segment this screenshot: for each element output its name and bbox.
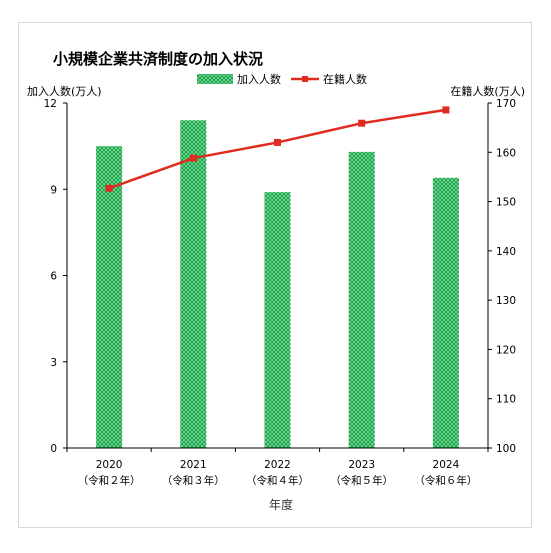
bars-layer <box>96 120 459 448</box>
bar-2021 <box>180 120 207 448</box>
chart-frame: 小規模企業共済制度の加入状況 加入人数 在籍人数 加入人数(万人) 在籍人数(万… <box>18 22 532 528</box>
line-point-2023 <box>358 119 366 127</box>
y-right-tick-label: 170 <box>496 98 516 110</box>
x-tick-label: 2022 <box>264 459 291 471</box>
bar-2023 <box>348 151 375 448</box>
y-right-tick-label: 130 <box>496 295 516 307</box>
x-tick-label: 2020 <box>96 459 123 471</box>
y-right-tick-label: 140 <box>496 246 516 258</box>
legend-line-marker <box>302 76 308 82</box>
bar-2024 <box>432 177 459 448</box>
x-tick-label: 2023 <box>348 459 375 471</box>
y-left-tick-label: 0 <box>50 443 57 455</box>
line-point-2020 <box>105 184 113 192</box>
y-left-axis-label: 加入人数(万人) <box>27 85 102 98</box>
legend-bar-label: 加入人数 <box>237 73 281 86</box>
chart-title: 小規模企業共済制度の加入状況 <box>53 50 263 68</box>
legend-bar-swatch <box>197 74 233 84</box>
x-tick-label: 2021 <box>180 459 207 471</box>
y-left-tick-label: 12 <box>44 98 57 110</box>
y-right-tick-label: 150 <box>496 197 516 209</box>
y-right-tick-label: 110 <box>496 394 516 406</box>
y-right-tick-label: 160 <box>496 147 516 159</box>
y-left-tick-label: 3 <box>50 357 57 369</box>
y-left-tick-label: 6 <box>50 271 57 283</box>
x-tick-sublabel: （令和４年） <box>246 474 309 487</box>
line-layer <box>105 106 450 192</box>
chart-svg: 小規模企業共済制度の加入状況 加入人数 在籍人数 加入人数(万人) 在籍人数(万… <box>27 50 525 512</box>
line-point-2024 <box>442 106 450 114</box>
x-tick-sublabel: （令和２年） <box>78 474 141 487</box>
bar-2020 <box>96 146 123 448</box>
x-tick-label: 2024 <box>433 459 460 471</box>
x-tick-sublabel: （令和６年） <box>414 474 477 487</box>
line-series-path <box>108 108 447 190</box>
x-axis-label: 年度 <box>269 497 293 512</box>
line-point-2021 <box>189 154 197 162</box>
y-right-tick-label: 120 <box>496 344 516 356</box>
y-left-tick-label: 9 <box>50 184 57 196</box>
line-point-2022 <box>274 138 281 146</box>
legend: 加入人数 在籍人数 <box>197 72 367 86</box>
ticks-layer: 0 3 6 9 12 100 110 120 130 140 150 160 170 2020 （令和２年）… <box>44 98 516 487</box>
x-tick-sublabel: （令和３年） <box>162 474 225 487</box>
legend-line-label: 在籍人数 <box>323 72 367 86</box>
x-tick-sublabel: （令和５年） <box>330 474 393 487</box>
axes-layer <box>63 102 492 452</box>
y-right-tick-label: 100 <box>496 443 516 455</box>
y-right-axis-label: 在籍人数(万人) <box>450 84 525 98</box>
bar-2022 <box>264 192 291 448</box>
